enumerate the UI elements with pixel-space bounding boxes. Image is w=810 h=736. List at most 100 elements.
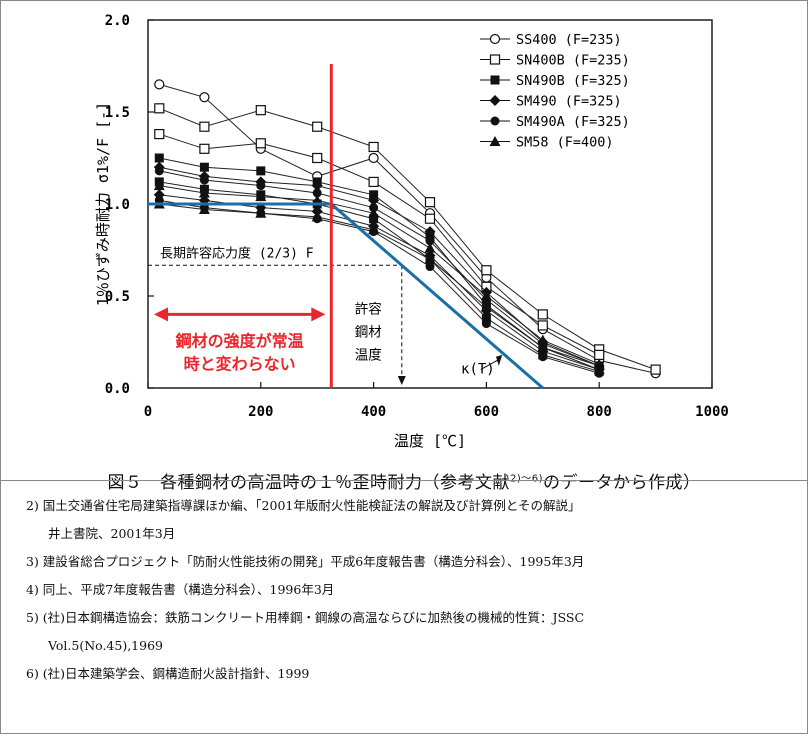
caption-tail: のデータから作成） (543, 473, 701, 493)
reference-4: 4) 同上、平成7年度報告書（構造分科会）、1996年3月 (26, 582, 335, 597)
x-tick-label: 0 (144, 404, 152, 420)
caption-main: 図５ 各種鋼材の高温時の１％歪時耐力（参考文献 (107, 473, 510, 493)
kappa-label: κ(T) (461, 361, 495, 377)
y-tick-label: 1.0 (105, 197, 130, 213)
data-point (256, 166, 266, 176)
data-point (368, 152, 379, 164)
x-axis-label: 温度 [℃] (394, 432, 466, 450)
x-tick-label: 200 (248, 404, 273, 420)
data-point (368, 194, 380, 206)
data-point (594, 349, 605, 360)
separator-top (0, 480, 808, 481)
data-point (480, 301, 492, 312)
data-point (490, 116, 500, 126)
data-point (369, 190, 379, 200)
x-tick-label: 400 (361, 404, 386, 420)
allowable-temp-label: 鋼材 (355, 324, 382, 340)
data-point (537, 320, 548, 331)
data-point (538, 352, 548, 362)
legend-label: SS400 (F=235) (516, 32, 622, 48)
data-point (480, 290, 492, 301)
x-tick-label: 800 (587, 404, 612, 420)
data-point (424, 253, 436, 264)
data-point (311, 180, 323, 192)
data-point (312, 188, 322, 198)
x-tick-label: 1000 (695, 404, 729, 420)
y-axis-label: 1％ひずみ時耐力 σ1%/F [-] (94, 102, 112, 306)
data-point (311, 211, 323, 222)
references: 2) 国土交通省住宅局建築指導課ほか編、「2001年版耐火性能検証法の解説及び計… (26, 492, 801, 688)
data-point (369, 214, 379, 224)
data-point (424, 242, 436, 253)
data-point (311, 194, 323, 205)
data-point (489, 95, 501, 106)
data-point (199, 92, 210, 103)
data-point (368, 141, 379, 153)
data-point (537, 334, 549, 345)
allowable-temp-label: 温度 (355, 347, 382, 363)
data-point (154, 166, 164, 176)
data-point (593, 358, 605, 369)
y-tick-label: 1.5 (105, 105, 130, 121)
kappa-pointer-head (495, 354, 503, 366)
legend-label: SM490 (F=325) (516, 94, 622, 110)
red-arrowhead-left (154, 307, 168, 322)
long-term-label: 長期許容応力度 (2/3) F (160, 245, 314, 261)
data-point (198, 187, 210, 198)
data-point (481, 265, 492, 276)
data-point (154, 79, 165, 90)
data-point (424, 197, 436, 208)
data-point (537, 309, 548, 320)
data-point (368, 207, 380, 218)
reference-3: 3) 建設省総合プロジェクト「防耐火性能技術の開発」平成6年度報告書（構造分科会… (26, 554, 585, 569)
data-point (368, 176, 379, 188)
chart: 0 200 400 600 800 1000 0.0 0.5 1.0 1.5 2.0 温度 [℃] 1％… (94, 13, 729, 450)
data-point (424, 226, 436, 238)
data-point (369, 203, 379, 213)
data-point (481, 319, 491, 329)
data-point (489, 54, 501, 65)
data-point (256, 181, 266, 191)
data-point (199, 162, 209, 172)
caption-sup: 2)～6) (509, 473, 544, 485)
data-point (255, 138, 266, 149)
data-point (198, 204, 210, 215)
reference-6: 6) (社)日本建築学会、鋼構造耐火設計指針、1999 (26, 666, 310, 681)
data-point (425, 236, 435, 246)
legend-label: SN490B (F=325) (516, 73, 630, 89)
y-tick-label: 0.0 (105, 381, 130, 397)
data-point (312, 152, 323, 164)
x-tick-label: 600 (474, 404, 499, 420)
data-point (537, 342, 549, 353)
data-point (255, 105, 266, 116)
reference-2: 2) 国土交通省住宅局建築指導課ほか編、「2001年版耐火性能検証法の解説及び計… (26, 498, 581, 513)
series-line (159, 107, 656, 371)
data-point (489, 33, 501, 45)
legend-label: SM58 (F=400) (516, 135, 614, 151)
data-point (490, 75, 500, 85)
data-point (154, 153, 164, 163)
data-point (199, 175, 209, 185)
data-point (650, 364, 661, 375)
data-point (154, 128, 165, 140)
data-point (153, 180, 165, 191)
annotation-text: 鋼材の強度が常温 (175, 331, 304, 350)
data-point (199, 143, 210, 154)
annotation-text: 時と変わらない (184, 354, 296, 373)
data-point (425, 262, 435, 272)
y-tick-label: 0.5 (105, 289, 130, 305)
data-point (255, 191, 267, 202)
data-point (424, 213, 436, 224)
allowable-temp-label: 許容 (355, 300, 382, 317)
data-point (199, 121, 210, 132)
legend-label: SM490A (F=325) (516, 114, 630, 130)
series-line (159, 83, 656, 374)
data-point (481, 313, 491, 323)
legend-label: SN400B (F=235) (516, 53, 630, 69)
red-arrowhead-right (311, 307, 326, 322)
data-point (489, 136, 501, 146)
data-point (311, 205, 323, 217)
reference-5-cont: Vol.5(No.45),1969 (48, 638, 163, 653)
reference-2-cont: 井上書院、2001年3月 (48, 526, 176, 541)
